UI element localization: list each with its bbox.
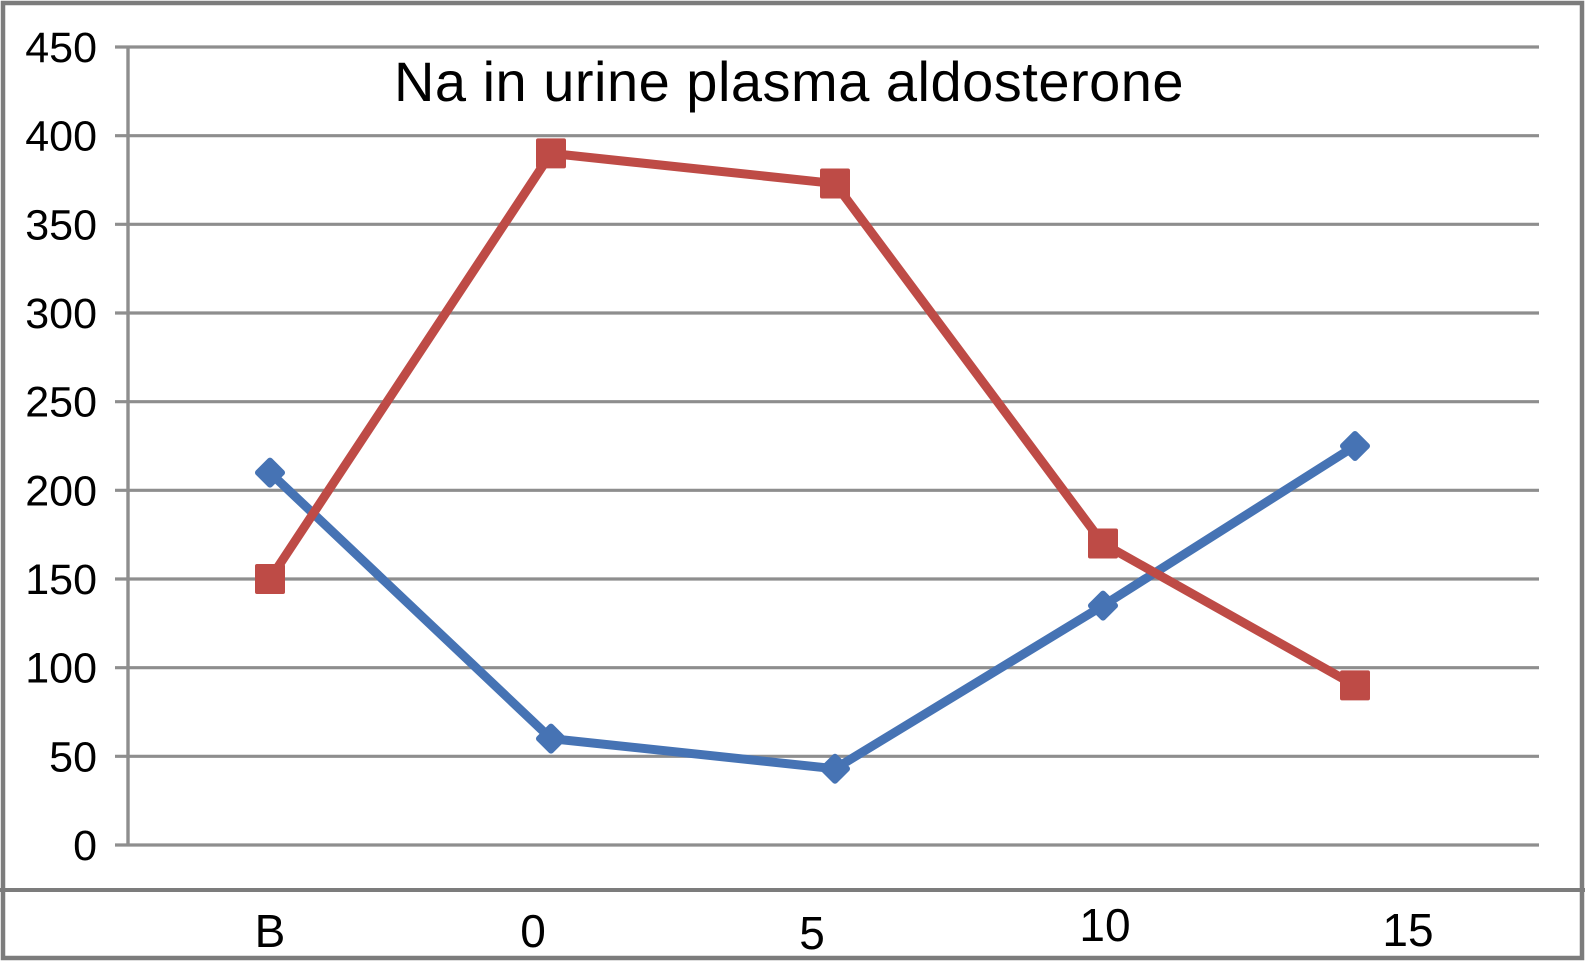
y-axis-tick-label: 300 bbox=[25, 290, 97, 338]
y-axis-tick-label: 100 bbox=[25, 645, 97, 693]
x-axis-label: 0 bbox=[520, 905, 546, 957]
diamond-marker bbox=[1339, 430, 1371, 462]
y-axis-tick-label: 350 bbox=[25, 201, 97, 249]
series-1-marker-B bbox=[254, 457, 286, 488]
series-1-line bbox=[266, 442, 1358, 774]
y-axis-tick-label: 50 bbox=[49, 733, 97, 781]
square-marker bbox=[820, 168, 850, 199]
square-marker bbox=[536, 138, 566, 169]
diamond-marker bbox=[535, 723, 567, 754]
chart-title: Na in urine plasma aldosterone bbox=[393, 50, 1185, 113]
diamond-marker bbox=[254, 457, 286, 488]
diamond-marker bbox=[819, 753, 851, 784]
diamond-marker bbox=[1087, 590, 1119, 621]
series-2-line bbox=[266, 148, 1358, 690]
x-axis-label: B bbox=[255, 905, 286, 957]
square-marker bbox=[1088, 528, 1118, 559]
square-marker bbox=[255, 564, 285, 594]
y-axis-tick-label: 400 bbox=[25, 113, 97, 161]
x-axis-label: 15 bbox=[1382, 904, 1433, 956]
y-axis-tick-label: 250 bbox=[25, 379, 97, 427]
y-axis-tick-label: 150 bbox=[25, 556, 97, 604]
square-marker bbox=[1340, 670, 1370, 701]
series-1-marker-15 bbox=[1339, 430, 1371, 462]
series-1-marker-0 bbox=[535, 723, 567, 754]
y-axis-tick-label: 450 bbox=[25, 24, 97, 72]
x-axis-label: 10 bbox=[1079, 899, 1130, 951]
series-1-marker-5 bbox=[819, 753, 851, 784]
series-1-marker-10 bbox=[1087, 590, 1119, 621]
x-axis-label: 5 bbox=[799, 907, 825, 959]
y-axis-tick-label: 0 bbox=[73, 822, 97, 870]
y-axis-tick-label: 200 bbox=[25, 467, 97, 515]
